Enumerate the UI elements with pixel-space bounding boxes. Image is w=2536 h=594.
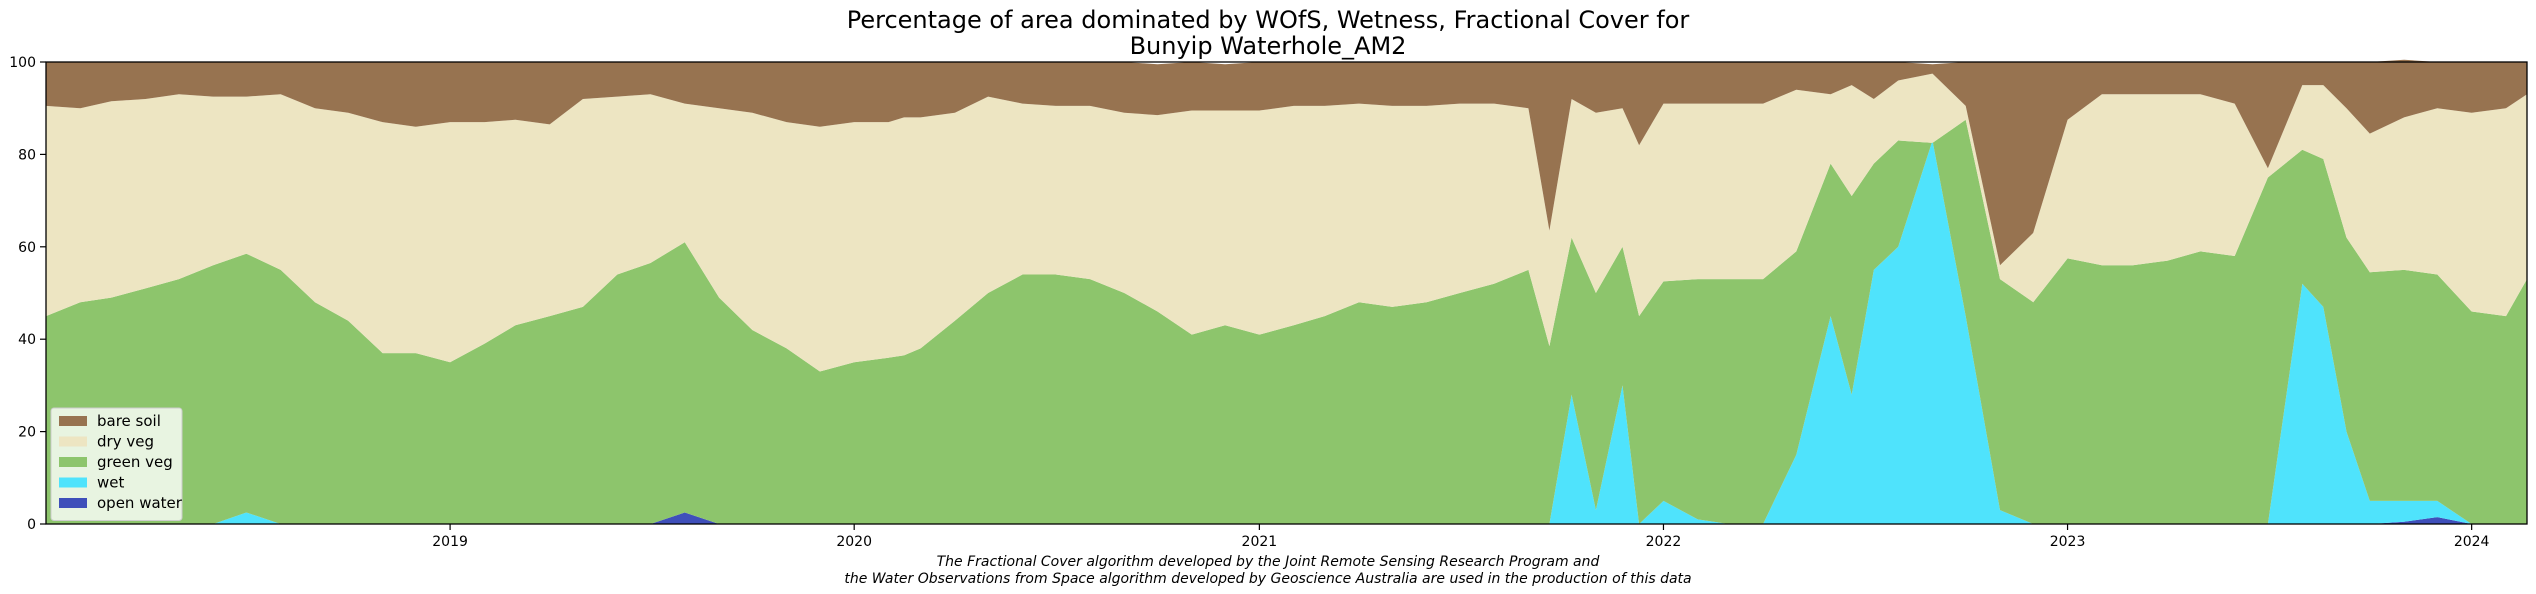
y-tick-label: 100 (9, 55, 36, 71)
legend-label-bare-soil: bare soil (97, 412, 161, 430)
legend-swatch-open-water (59, 498, 87, 508)
legend-label-wet: wet (97, 474, 124, 492)
legend-swatch-dry-veg (59, 436, 87, 447)
footnote-line-2: the Water Observations from Space algori… (844, 571, 1691, 587)
y-tick-label: 0 (27, 517, 36, 533)
chart-title: Percentage of area dominated by WOfS, We… (847, 6, 1690, 34)
x-axis: 2019 2020 2021 2022 2023 2024 (432, 524, 2490, 550)
y-axis: 0 20 40 60 80 100 (9, 55, 46, 533)
legend-box (50, 407, 183, 521)
footnote-line-1: The Fractional Cover algorithm developed… (937, 554, 1600, 570)
legend-swatch-bare-soil (59, 416, 87, 426)
area-wet (46, 140, 2527, 524)
legend-swatch-green-veg (59, 457, 87, 467)
y-tick-label: 20 (18, 425, 36, 441)
area-green-veg (46, 119, 2527, 525)
legend-label-green-veg: green veg (97, 453, 173, 471)
y-tick-label: 60 (18, 240, 36, 256)
legend-swatch-wet (59, 477, 87, 488)
area-bare-soil (46, 59, 2527, 266)
x-tick-label: 2019 (432, 534, 468, 550)
x-tick-label: 2020 (836, 534, 872, 550)
x-tick-label: 2023 (2050, 534, 2086, 550)
x-tick-label: 2022 (1646, 534, 1682, 550)
x-tick-label: 2021 (1242, 534, 1278, 550)
area-open-water (46, 512, 2527, 524)
area-dry-veg (46, 73, 2527, 372)
plot-frame (45, 61, 2528, 525)
legend: bare soil dry veg green veg wet open water (50, 407, 183, 521)
legend-label-dry-veg: dry veg (97, 433, 154, 451)
legend-label-open-water: open water (97, 494, 183, 512)
stacked-areas (46, 59, 2527, 525)
y-tick-label: 80 (18, 147, 36, 163)
x-tick-label: 2024 (2454, 534, 2490, 550)
chart-subtitle: Bunyip Waterhole_AM2 (1130, 32, 1407, 60)
y-tick-label: 40 (18, 332, 36, 348)
